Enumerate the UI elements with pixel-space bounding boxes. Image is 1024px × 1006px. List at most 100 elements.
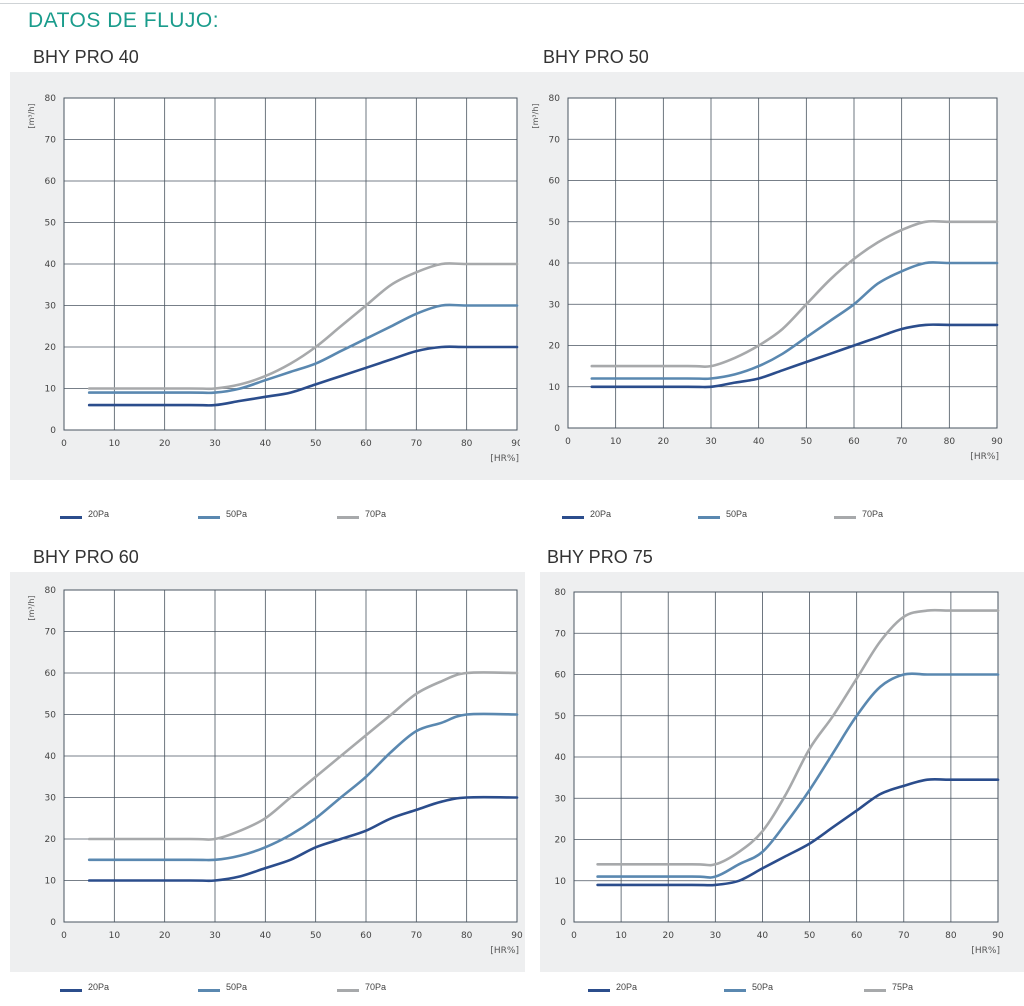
y-tick-label: 20 (549, 342, 561, 352)
legend-swatch (864, 989, 886, 992)
x-tick-label: 50 (310, 439, 322, 449)
y-tick-label: 10 (555, 877, 567, 887)
legend-swatch (698, 516, 720, 519)
y-tick-label: 50 (555, 712, 567, 722)
x-tick-label: 60 (360, 439, 372, 449)
legend-swatch (562, 516, 584, 519)
y-tick-label: 0 (50, 426, 56, 436)
y-tick-label: 50 (45, 219, 57, 229)
x-tick-label: 20 (662, 931, 674, 941)
x-tick-label: 30 (705, 437, 717, 447)
y-tick-label: 40 (45, 260, 57, 270)
chart-panel-bhy-pro-40: 0 10 20 30 40 50 60 70 80 90 0 10 20 30 40 50 60 70 80 [m³/… (10, 72, 525, 480)
x-tick-label: 10 (109, 931, 121, 941)
x-tick-label: 0 (565, 437, 571, 447)
x-tick-label: 0 (61, 931, 67, 941)
legend-label: 70Pa (365, 509, 387, 519)
x-axis-label: [HR%] (971, 946, 1000, 956)
legend-label: 50Pa (726, 509, 748, 519)
legend-label: 50Pa (226, 509, 248, 519)
y-tick-label: 0 (554, 424, 560, 434)
y-tick-label: 50 (45, 711, 57, 721)
y-tick-label: 60 (45, 177, 57, 187)
series-line-50pa (590, 261, 999, 381)
x-tick-label: 0 (571, 931, 577, 941)
series-line-20pa (596, 777, 1000, 887)
y-tick-label: 80 (555, 588, 567, 598)
y-tick-label: 30 (45, 302, 57, 312)
legend-label: 50Pa (226, 982, 248, 992)
y-tick-label: 20 (45, 343, 57, 353)
x-tick-label: 10 (610, 437, 622, 447)
y-tick-label: 60 (45, 669, 57, 679)
y-tick-label: 60 (555, 671, 567, 681)
y-tick-label: 50 (549, 218, 561, 228)
y-tick-label: 60 (549, 177, 561, 187)
x-tick-label: 30 (209, 931, 221, 941)
x-tick-label: 50 (804, 931, 816, 941)
legend-bhy-pro-75: 20Pa 50Pa 75Pa (588, 982, 1008, 999)
x-tick-label: 10 (615, 931, 627, 941)
legend-swatch (198, 989, 220, 992)
y-tick-label: 10 (45, 877, 57, 887)
y-tick-label: 30 (549, 300, 561, 310)
x-axis-label: [HR%] (490, 946, 519, 956)
legend-label: 20Pa (88, 982, 110, 992)
legend-swatch (198, 516, 220, 519)
x-tick-label: 70 (411, 931, 423, 941)
legend-label: 20Pa (88, 509, 110, 519)
y-tick-label: 70 (555, 629, 567, 639)
y-tick-label: 10 (45, 385, 57, 395)
x-tick-label: 20 (159, 931, 171, 941)
chart-bhy-pro-60: 0 10 20 30 40 50 60 70 80 90 0 10 20 30 40 50 60 70 80 [m³/… (27, 586, 523, 956)
x-tick-label: 70 (896, 437, 908, 447)
legend-bhy-pro-60: 20Pa 50Pa 70Pa (60, 982, 460, 999)
legend-label: 70Pa (862, 509, 884, 519)
x-tick-label: 40 (260, 439, 272, 449)
series-line-20pa (87, 345, 519, 407)
chart-title-bhy-pro-50: BHY PRO 50 (543, 47, 649, 67)
y-tick-label: 70 (45, 628, 57, 638)
x-tick-label: 50 (801, 437, 813, 447)
x-tick-label: 20 (159, 439, 171, 449)
y-axis-label: [m³/h] (27, 595, 36, 620)
x-tick-label: 20 (658, 437, 670, 447)
series-line-50pa (87, 303, 519, 395)
y-tick-label: 30 (45, 794, 57, 804)
y-tick-label: 80 (45, 94, 57, 104)
y-tick-label: 40 (45, 752, 57, 762)
y-axis-label: [m³/h] (27, 103, 36, 128)
chart-panel-bhy-pro-60: 0 10 20 30 40 50 60 70 80 90 0 10 20 30 40 50 60 70 80 [m³/… (10, 572, 525, 972)
legend-swatch (337, 516, 359, 519)
y-tick-label: 20 (45, 835, 57, 845)
x-tick-label: 90 (992, 931, 1004, 941)
x-tick-label: 40 (757, 931, 769, 941)
series-line-75pa (596, 608, 1000, 867)
top-divider (0, 3, 1024, 4)
chart-title-bhy-pro-60: BHY PRO 60 (33, 547, 139, 567)
legend-label: 20Pa (590, 509, 612, 519)
chart-bhy-pro-40: 0 10 20 30 40 50 60 70 80 90 0 10 20 30 40 50 60 70 80 [m³/… (27, 94, 523, 464)
legend-swatch (834, 516, 856, 519)
y-tick-label: 0 (50, 918, 56, 928)
y-tick-label: 80 (45, 586, 57, 596)
chart-title-bhy-pro-40: BHY PRO 40 (33, 47, 139, 67)
chart-title-bhy-pro-75: BHY PRO 75 (547, 547, 653, 567)
legend-swatch (337, 989, 359, 992)
page-title: DATOS DE FLUJO: (28, 9, 220, 32)
y-tick-label: 80 (549, 94, 561, 104)
y-tick-label: 70 (549, 135, 561, 145)
x-tick-label: 50 (310, 931, 322, 941)
legend-swatch (60, 516, 82, 519)
legend-swatch (60, 989, 82, 992)
legend-swatch (588, 989, 610, 992)
x-tick-label: 80 (461, 439, 473, 449)
x-tick-label: 70 (411, 439, 423, 449)
chart-bhy-pro-75: 0 10 20 30 40 50 60 70 80 90 0 10 20 30 40 50 60 70 80 [HR%… (555, 588, 1004, 956)
series-line-50pa (87, 712, 519, 862)
x-tick-label: 80 (945, 931, 957, 941)
y-tick-label: 20 (555, 836, 567, 846)
x-axis-label: [HR%] (970, 452, 999, 462)
x-tick-label: 0 (61, 439, 67, 449)
x-tick-label: 90 (511, 931, 523, 941)
